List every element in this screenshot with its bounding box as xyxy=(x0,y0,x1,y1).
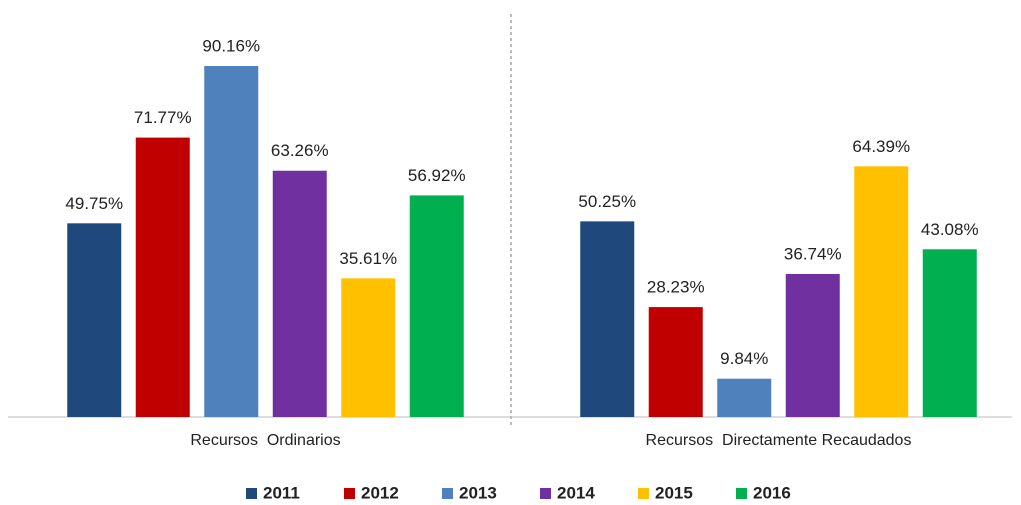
value-label: 28.23% xyxy=(647,278,705,297)
value-label: 49.75% xyxy=(65,194,123,213)
bar xyxy=(67,223,122,417)
bar xyxy=(922,249,977,417)
value-label: 63.26% xyxy=(271,141,329,160)
bar xyxy=(341,278,396,417)
value-label: 56.92% xyxy=(408,166,466,185)
legend-label: 2016 xyxy=(753,483,791,502)
legend-label: 2013 xyxy=(459,483,497,502)
value-label: 90.16% xyxy=(202,36,260,55)
legend-swatch xyxy=(638,488,649,499)
bar xyxy=(717,378,772,417)
bar xyxy=(272,170,327,417)
value-label: 36.74% xyxy=(784,244,842,263)
legend-swatch xyxy=(246,488,257,499)
bar xyxy=(409,195,464,417)
value-label: 43.08% xyxy=(921,220,979,239)
legend-label: 2012 xyxy=(361,483,399,502)
category-label: Recursos Ordinarios xyxy=(190,432,340,449)
legend-swatch xyxy=(442,488,453,499)
category-label: Recursos Directamente Recaudados xyxy=(646,432,912,449)
value-label: 64.39% xyxy=(852,137,910,156)
legend-swatch xyxy=(540,488,551,499)
value-label: 50.25% xyxy=(578,192,636,211)
legend-label: 2011 xyxy=(263,483,300,502)
bar xyxy=(648,307,703,417)
bar xyxy=(785,273,840,417)
value-label: 9.84% xyxy=(720,349,768,368)
bar xyxy=(854,166,909,417)
bar xyxy=(135,137,190,417)
bar xyxy=(204,66,259,417)
legend-label: 2015 xyxy=(655,483,693,502)
legend-label: 2014 xyxy=(557,483,595,502)
legend-swatch xyxy=(736,488,747,499)
value-label: 71.77% xyxy=(134,108,192,127)
legend-swatch xyxy=(344,488,355,499)
bar xyxy=(580,221,635,417)
value-label: 35.61% xyxy=(339,249,397,268)
